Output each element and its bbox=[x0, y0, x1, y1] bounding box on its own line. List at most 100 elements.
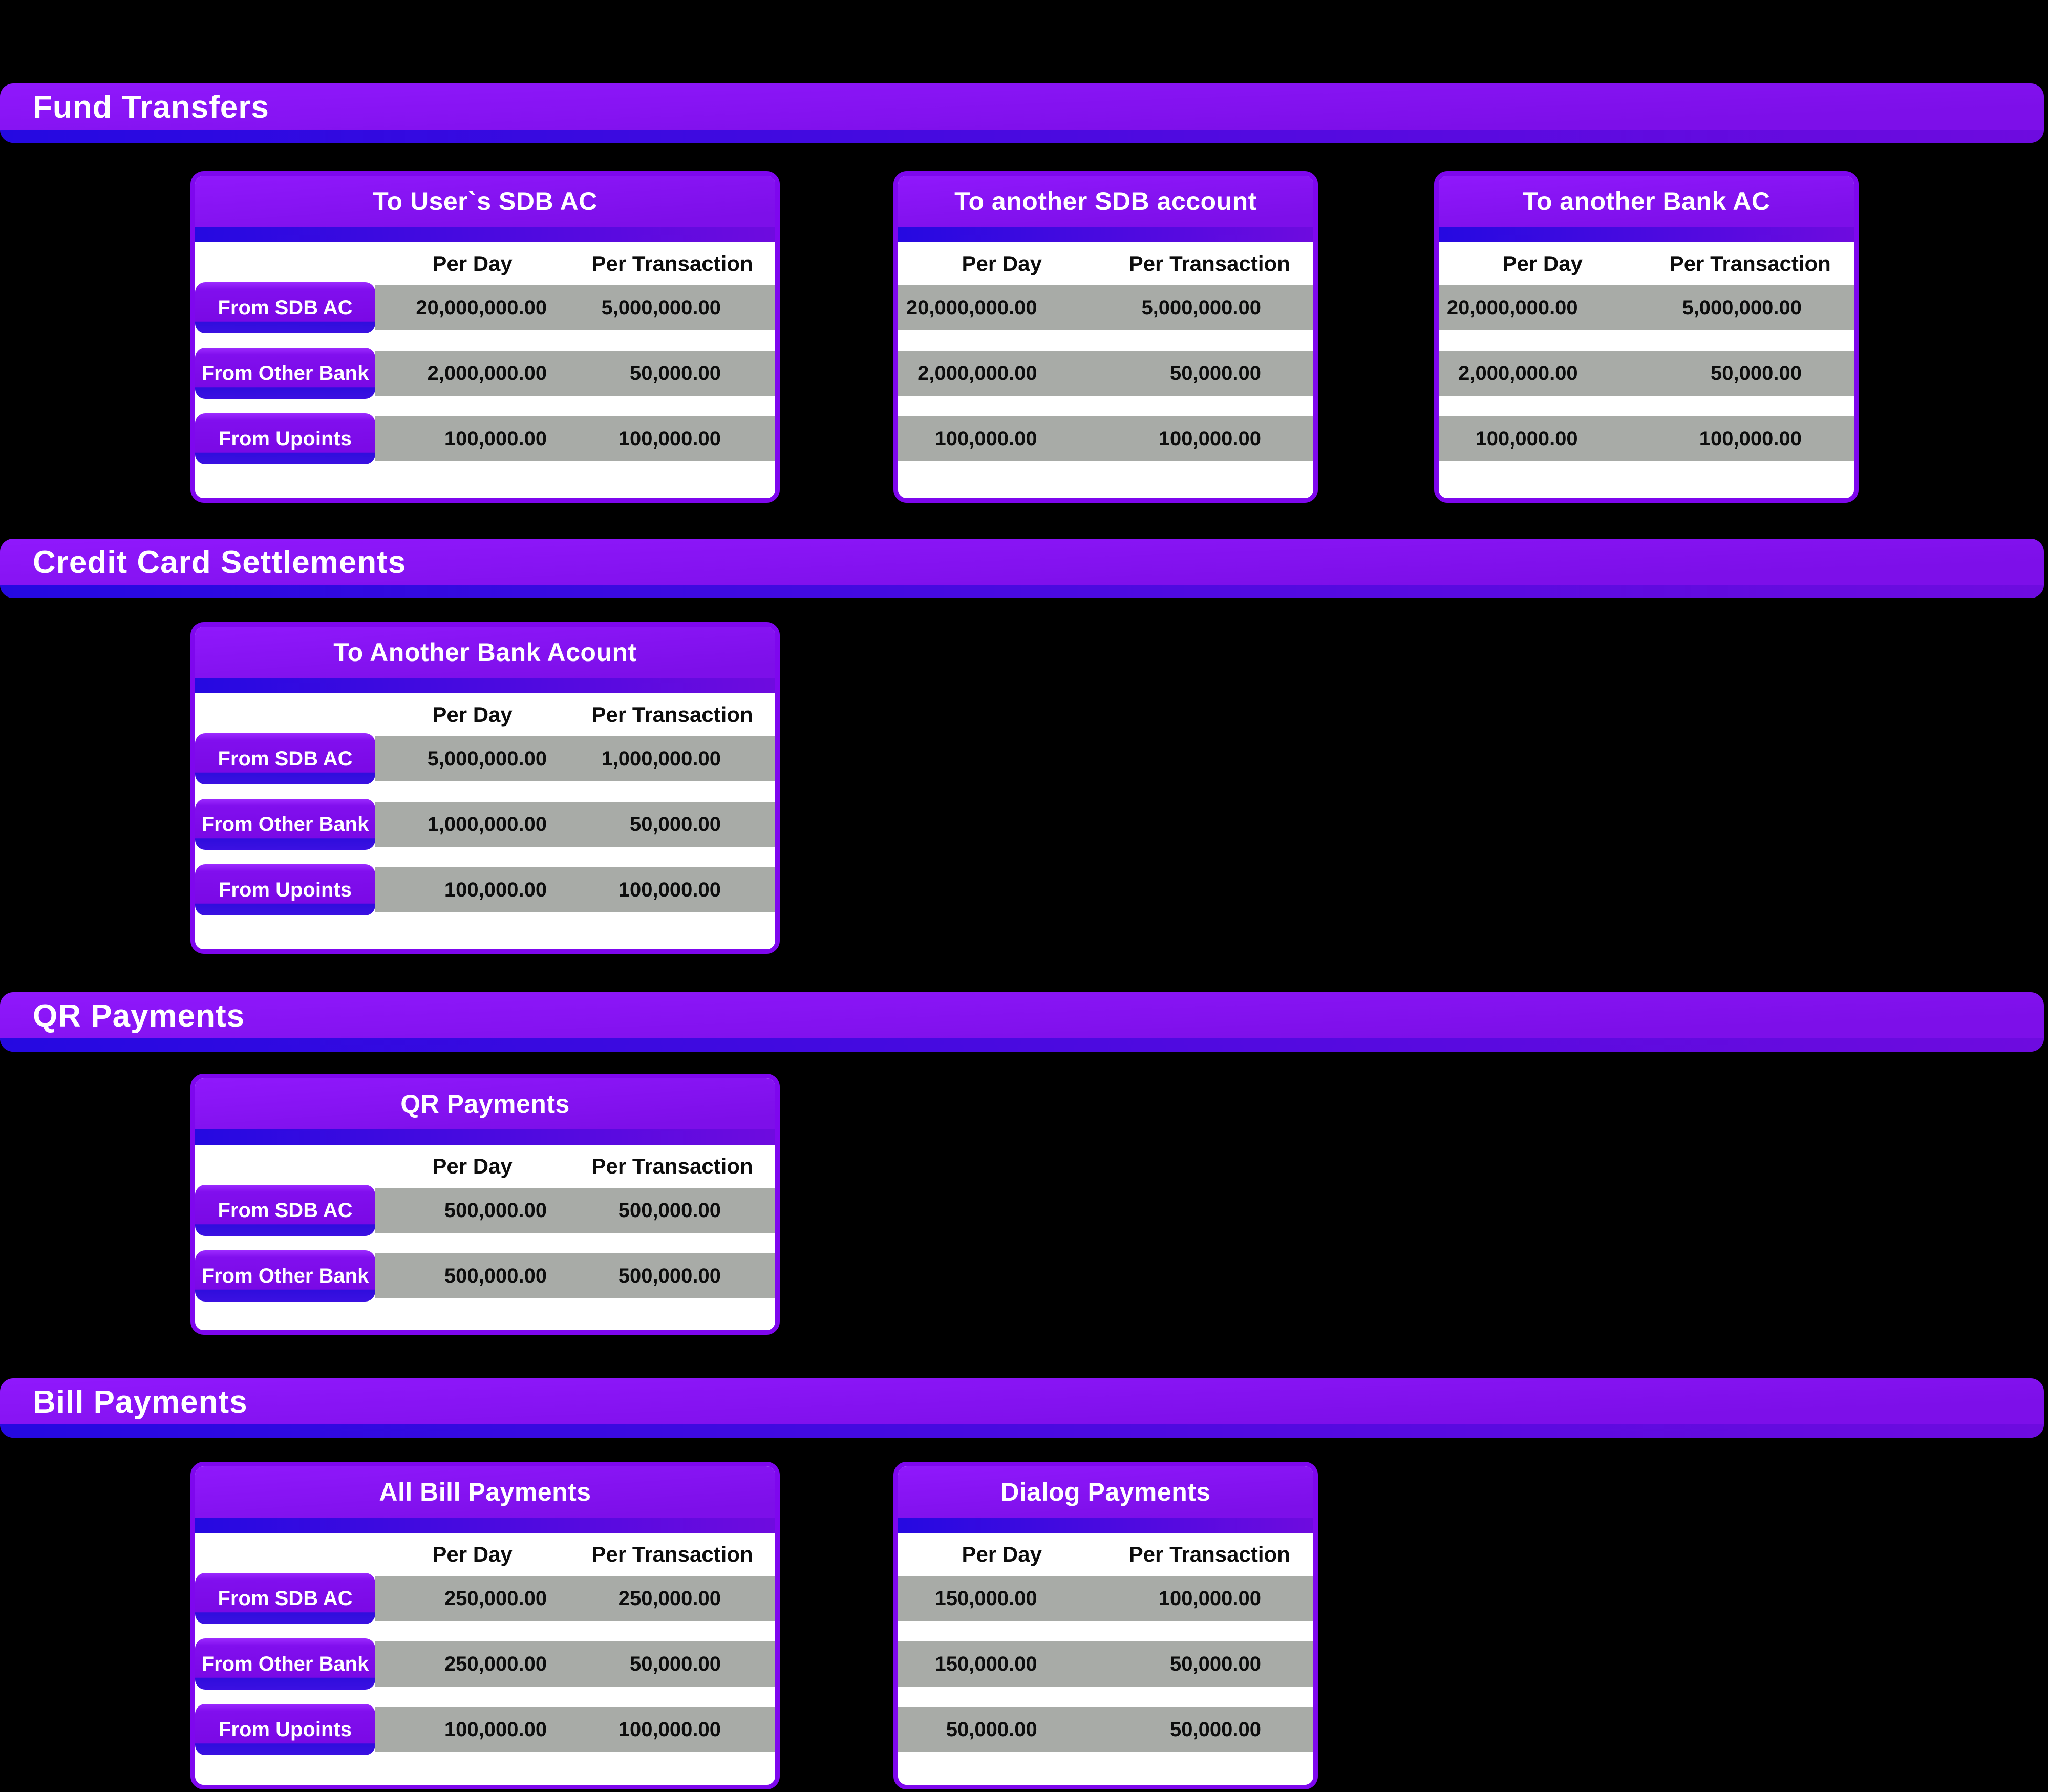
col-header-per-transaction: Per Transaction bbox=[591, 702, 753, 727]
cell-per-transaction: 5,000,000.00 bbox=[601, 296, 721, 319]
column-header-row: Per Day Per Transaction bbox=[195, 693, 775, 736]
cell-per-day: 250,000.00 bbox=[444, 1652, 547, 1675]
row-label-button: From Other Bank bbox=[195, 348, 375, 399]
table-title-band bbox=[898, 1518, 1313, 1533]
col-header-per-day: Per Day bbox=[432, 1154, 513, 1178]
cell-per-day: 20,000,000.00 bbox=[1446, 296, 1578, 319]
row-values: 100,000.00 100,000.00 bbox=[375, 1707, 775, 1752]
row-label-area: From Upoints bbox=[195, 1704, 375, 1755]
cell-per-transaction: 50,000.00 bbox=[630, 1652, 721, 1675]
section-header-qr-payments: QR Payments bbox=[0, 992, 2044, 1052]
table-qr-payments: QR Payments Per Day Per Transaction From SD… bbox=[190, 1074, 780, 1335]
table-body: Per Day Per Transaction From SDB AC 500,000… bbox=[195, 1145, 775, 1330]
table-row: 20,000,000.00 5,000,000.00 bbox=[898, 285, 1313, 330]
cell-per-day: 50,000.00 bbox=[946, 1718, 1037, 1741]
table-title-bar: All Bill Payments bbox=[195, 1466, 775, 1518]
col-header-per-day: Per Day bbox=[432, 702, 513, 727]
row-values: 2,000,000.00 50,000.00 bbox=[1439, 351, 1854, 396]
row-values: 2,000,000.00 50,000.00 bbox=[898, 351, 1313, 396]
col-header-per-day: Per Day bbox=[962, 1542, 1042, 1566]
col-header-per-transaction: Per Transaction bbox=[1128, 1542, 1290, 1566]
cell-per-day: 500,000.00 bbox=[444, 1199, 547, 1222]
cell-per-day: 100,000.00 bbox=[444, 427, 547, 450]
row-values: 250,000.00 50,000.00 bbox=[375, 1641, 775, 1687]
cell-per-day: 150,000.00 bbox=[934, 1652, 1037, 1675]
table-row: 2,000,000.00 50,000.00 bbox=[1439, 351, 1854, 396]
table-body: Per Day Per Transaction From SDB AC 5,000,0… bbox=[195, 693, 775, 949]
row-label-button: From SDB AC bbox=[195, 1185, 375, 1236]
cell-per-day: 100,000.00 bbox=[934, 427, 1037, 450]
cell-per-day: 250,000.00 bbox=[444, 1587, 547, 1610]
table-to-another-bank-acount: To Another Bank Acount Per Day Per Transac… bbox=[190, 622, 780, 954]
cell-per-transaction: 500,000.00 bbox=[618, 1264, 721, 1287]
cell-per-transaction: 50,000.00 bbox=[630, 813, 721, 836]
row-values: 100,000.00 100,000.00 bbox=[375, 416, 775, 461]
cell-per-day: 150,000.00 bbox=[934, 1587, 1037, 1610]
cell-per-day: 500,000.00 bbox=[444, 1264, 547, 1287]
table-title-band bbox=[898, 227, 1313, 242]
row-label-button: From Other Bank bbox=[195, 1250, 375, 1302]
row-label-button: From SDB AC bbox=[195, 282, 375, 333]
cell-per-transaction: 50,000.00 bbox=[630, 361, 721, 385]
table-title-band bbox=[1439, 227, 1854, 242]
table-title-band bbox=[195, 1129, 775, 1145]
table-body: Per Day Per Transaction 150,000.00 100,000.… bbox=[898, 1533, 1313, 1785]
cell-per-day: 100,000.00 bbox=[444, 878, 547, 901]
cell-per-day: 2,000,000.00 bbox=[427, 361, 547, 385]
cell-per-day: 20,000,000.00 bbox=[906, 296, 1037, 319]
table-title-bar: To another SDB account bbox=[898, 176, 1313, 227]
table-title: To another Bank AC bbox=[1522, 187, 1770, 216]
cell-per-transaction: 1,000,000.00 bbox=[601, 747, 721, 770]
row-values: 100,000.00 100,000.00 bbox=[898, 416, 1313, 461]
table-row: From Other Bank 250,000.00 50,000.00 bbox=[195, 1638, 775, 1690]
column-header-row: Per Day Per Transaction bbox=[195, 1533, 775, 1576]
cell-per-transaction: 100,000.00 bbox=[618, 878, 721, 901]
row-values: 5,000,000.00 1,000,000.00 bbox=[375, 736, 775, 781]
table-row: From Upoints 100,000.00 100,000.00 bbox=[195, 1704, 775, 1755]
col-header-per-day: Per Day bbox=[432, 1542, 513, 1566]
table-row: From Upoints 100,000.00 100,000.00 bbox=[195, 864, 775, 915]
row-label-button: From Other Bank bbox=[195, 1638, 375, 1690]
table-title-bar: To another Bank AC bbox=[1439, 176, 1854, 227]
col-header-per-day: Per Day bbox=[432, 251, 513, 275]
table-row: 50,000.00 50,000.00 bbox=[898, 1707, 1313, 1752]
cell-per-day: 2,000,000.00 bbox=[918, 361, 1037, 385]
table-row: 2,000,000.00 50,000.00 bbox=[898, 351, 1313, 396]
table-row: From Other Bank 1,000,000.00 50,000.00 bbox=[195, 799, 775, 850]
table-title-bar: QR Payments bbox=[195, 1078, 775, 1129]
cell-per-transaction: 50,000.00 bbox=[1711, 361, 1802, 385]
col-header-per-day: Per Day bbox=[962, 251, 1042, 275]
col-header-per-transaction: Per Transaction bbox=[1669, 251, 1831, 275]
table-row: From SDB AC 500,000.00 500,000.00 bbox=[195, 1185, 775, 1236]
row-label-button: From Other Bank bbox=[195, 799, 375, 850]
cell-per-transaction: 50,000.00 bbox=[1170, 361, 1261, 385]
table-title: To Another Bank Acount bbox=[333, 638, 637, 667]
cell-per-day: 100,000.00 bbox=[444, 1718, 547, 1741]
row-values: 500,000.00 500,000.00 bbox=[375, 1188, 775, 1233]
row-label-area: From Other Bank bbox=[195, 1250, 375, 1302]
table-body: Per Day Per Transaction 20,000,000.00 5,000… bbox=[1439, 242, 1854, 498]
cell-per-transaction: 50,000.00 bbox=[1170, 1718, 1261, 1741]
table-row: From Other Bank 500,000.00 500,000.00 bbox=[195, 1250, 775, 1302]
row-label-area: From Upoints bbox=[195, 413, 375, 464]
row-label-area: From SDB AC bbox=[195, 1573, 375, 1624]
row-label-area: From Other Bank bbox=[195, 348, 375, 399]
table-row: From SDB AC 5,000,000.00 1,000,000.00 bbox=[195, 733, 775, 784]
section-header-credit-card-settlements: Credit Card Settlements bbox=[0, 539, 2044, 598]
table-all-bill-payments: All Bill Payments Per Day Per Transaction F… bbox=[190, 1462, 780, 1789]
row-values: 50,000.00 50,000.00 bbox=[898, 1707, 1313, 1752]
row-label-area: From Other Bank bbox=[195, 1638, 375, 1690]
table-title-bar: To User`s SDB AC bbox=[195, 176, 775, 227]
table-row: From Upoints 100,000.00 100,000.00 bbox=[195, 413, 775, 464]
row-values: 20,000,000.00 5,000,000.00 bbox=[1439, 285, 1854, 330]
row-label-button: From Upoints bbox=[195, 864, 375, 915]
cell-per-transaction: 100,000.00 bbox=[1158, 427, 1261, 450]
row-label-button: From SDB AC bbox=[195, 733, 375, 784]
row-label-area: From Other Bank bbox=[195, 799, 375, 850]
cell-per-day: 20,000,000.00 bbox=[416, 296, 547, 319]
col-header-per-transaction: Per Transaction bbox=[1128, 251, 1290, 275]
col-header-per-day: Per Day bbox=[1502, 251, 1583, 275]
cell-per-transaction: 100,000.00 bbox=[618, 427, 721, 450]
table-to-another-bank-ac: To another Bank AC Per Day Per Transaction… bbox=[1434, 171, 1859, 503]
